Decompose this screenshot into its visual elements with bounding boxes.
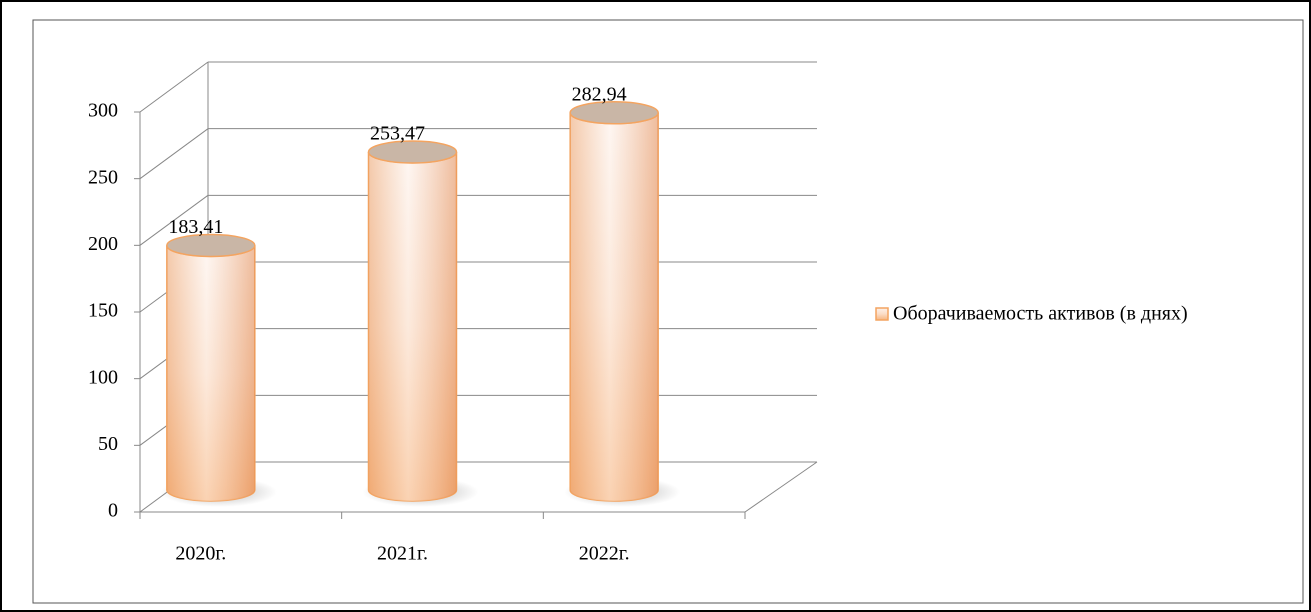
legend-label: Оборачиваемость активов (в днях): [893, 303, 1188, 325]
y-tick-label: 0: [108, 500, 118, 522]
y-tick-label: 200: [88, 233, 118, 255]
cylinder-top: [166, 233, 256, 258]
y-tick-label: 50: [98, 433, 118, 455]
cylinder-shade: [166, 245, 255, 501]
data-label: 253,47: [370, 123, 425, 145]
data-label: 282,94: [572, 83, 627, 105]
cylinder-top: [569, 100, 659, 125]
x-tick-label: 2021г.: [377, 543, 428, 565]
cylinder-shade: [368, 152, 457, 502]
grid-diagonal: [139, 61, 209, 113]
y-tick-label: 250: [88, 166, 118, 188]
x-tick-label: 2022г.: [579, 543, 630, 565]
y-tick-label: 150: [88, 300, 118, 322]
grid-diagonal: [139, 194, 209, 246]
y-tick-label: 300: [88, 100, 118, 122]
data-label: 183,41: [168, 216, 223, 238]
x-tick-label: 2020г.: [175, 543, 226, 565]
plot-frame: [32, 19, 1304, 604]
cylinder-top: [367, 140, 458, 164]
legend-swatch: [875, 307, 889, 321]
cylinder-shade: [570, 112, 659, 501]
floor-edge: [744, 461, 818, 513]
grid-diagonal: [139, 128, 209, 180]
y-tick-label: 100: [88, 366, 118, 388]
